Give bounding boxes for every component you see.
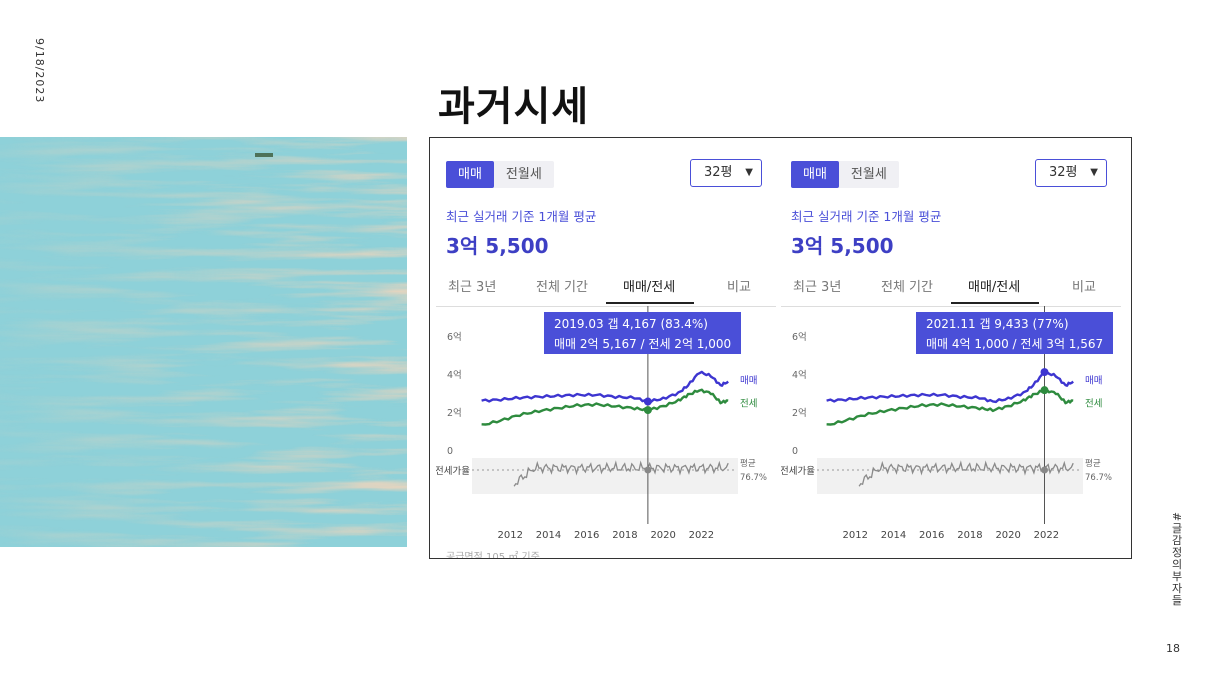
active-tab-underline [606,302,694,304]
x-tick-label: 2022 [689,530,714,541]
price-basis-label: 최근 실거래 기준 1개월 평균 [791,209,942,224]
x-tick-label: 2020 [650,530,675,541]
jeonse-legend-label: 전세 [740,399,757,410]
size-select[interactable]: 32평 ▼ [690,159,762,187]
price-chart: 6억 4억 2억 0 2012 2014 2016 2018 2020 2022 전세가율 평균 76.… [781,306,1112,541]
tooltip-price-line: 매매 2억 5,167 / 전세 2억 1,000 [554,337,732,351]
tab-recent-3y[interactable]: 최근 3년 [793,280,842,295]
trade-type-toggle: 매매 전월세 [791,161,899,188]
y-tick-label: 2억 [447,407,462,419]
slide-title: 과거시세 [438,84,590,130]
price-panel: 매매 전월세 32평 ▼ 최근 실거래 기준 1개월 평균 3억 5,500 최… [436,138,780,558]
toggle-sale[interactable]: 매매 [791,161,839,188]
jeonse-cursor-marker [1040,386,1049,395]
average-price: 3억 5,500 [791,234,894,258]
side-hashtag: #글감정의부자들 [1170,512,1183,607]
toggle-sale[interactable]: 매매 [446,161,494,188]
ratio-average-label: 평균 [1085,458,1101,469]
x-tick-label: 2018 [957,530,982,541]
tab-recent-3y[interactable]: 최근 3년 [448,280,497,295]
tab-compare[interactable]: 비교 [1072,280,1096,295]
price-history-screenshot: 매매 전월세 32평 ▼ 최근 실거래 기준 1개월 평균 3억 5,500 최… [429,137,1132,559]
y-tick-label: 0 [792,446,798,457]
y-tick-label: 4억 [792,369,807,381]
tooltip-gap-line: 2021.11 갭 9,433 (77%) [926,317,1069,331]
price-chart: 6억 4억 2억 0 2012 2014 2016 2018 2020 2022 전세가율 평균 76.… [436,306,767,541]
jeonse-legend-label: 전세 [1085,399,1102,410]
page-number: 18 [1166,642,1180,655]
tab-all-period[interactable]: 전체 기간 [536,280,588,295]
ratio-cursor-marker [1041,466,1048,474]
x-tick-label: 2012 [498,530,523,541]
y-tick-label: 6억 [792,331,807,343]
tab-compare[interactable]: 비교 [727,280,751,295]
ratio-series-line [513,460,729,487]
x-tick-label: 2012 [843,530,868,541]
sale-series-line [481,370,729,404]
chevron-down-icon: ▼ [1090,167,1098,178]
x-tick-label: 2018 [612,530,637,541]
chart-tooltip: 2019.03 갭 4,167 (83.4%) 매매 2억 5,167 / 전세… [544,312,742,354]
size-select-value: 32평 [1049,165,1078,180]
price-basis-label: 최근 실거래 기준 1개월 평균 [446,209,597,224]
tooltip-price-line: 매매 4억 1,000 / 전세 3억 1,567 [926,337,1104,351]
sale-cursor-marker [1040,368,1049,377]
size-select[interactable]: 32평 ▼ [1035,159,1107,187]
tooltip-gap-line: 2019.03 갭 4,167 (83.4%) [554,317,708,331]
sale-cursor-marker [643,397,652,406]
jeonse-series-line [826,388,1074,426]
ratio-band [817,458,1083,494]
y-tick-label: 0 [447,446,453,457]
toggle-rent[interactable]: 전월세 [850,167,887,182]
x-tick-label: 2016 [574,530,599,541]
active-tab-underline [951,302,1039,304]
ratio-label: 전세가율 [781,466,815,477]
tab-all-period[interactable]: 전체 기간 [881,280,933,295]
trade-type-toggle: 매매 전월세 [446,161,554,188]
period-tabs: 최근 3년 전체 기간 매매/전세 비교 [781,268,1121,307]
sale-legend-label: 매매 [740,376,757,387]
y-tick-label: 6억 [447,331,462,343]
x-tick-label: 2014 [536,530,561,541]
chevron-down-icon: ▼ [745,167,753,178]
jeonse-cursor-marker [643,406,652,415]
ratio-series-line [858,460,1074,487]
clipped-footnote: 공급면적 105 ㎡ 기준 [446,552,540,559]
period-tabs: 최근 3년 전체 기간 매매/전세 비교 [436,268,776,307]
toggle-rent[interactable]: 전월세 [505,167,542,182]
y-tick-label: 2억 [792,407,807,419]
slide-date: 9/18/2023 [33,38,46,104]
ratio-average-label: 평균 [740,458,756,469]
tab-sale-jeonse[interactable]: 매매/전세 [623,280,676,295]
tab-sale-jeonse[interactable]: 매매/전세 [968,280,1021,295]
sale-legend-label: 매매 [1085,376,1102,387]
x-tick-label: 2016 [919,530,944,541]
ratio-average-value: 76.7% [740,473,767,483]
x-tick-label: 2014 [881,530,906,541]
ratio-cursor-marker [644,466,652,474]
x-tick-label: 2022 [1034,530,1059,541]
sale-series-line [826,370,1074,404]
ratio-label: 전세가율 [436,466,470,477]
average-price: 3억 5,500 [446,234,549,258]
ratio-average-value: 76.7% [1085,473,1112,483]
x-tick-label: 2020 [995,530,1020,541]
jeonse-series-line [481,388,729,426]
chart-tooltip: 2021.11 갭 9,433 (77%) 매매 4억 1,000 / 전세 3… [916,312,1114,354]
y-tick-label: 4억 [447,369,462,381]
price-panel: 매매 전월세 32평 ▼ 최근 실거래 기준 1개월 평균 3억 5,500 최… [781,138,1125,558]
size-select-value: 32평 [704,165,733,180]
wood-texture-image [0,137,407,547]
ratio-band [472,458,738,494]
